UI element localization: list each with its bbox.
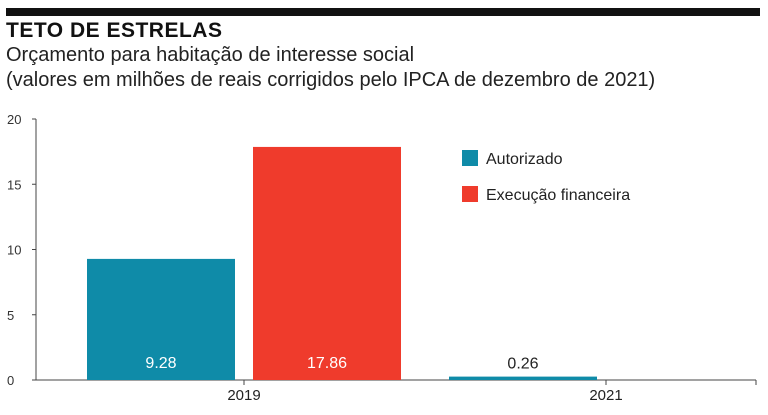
y-tick-label-5: 5 (7, 308, 14, 323)
chart-subtitle-line1: Orçamento para habitação de interesse so… (6, 44, 415, 66)
bar-2019-autorizado (87, 258, 235, 380)
data-label-2021-autorizado: 0.26 (507, 356, 538, 373)
legend-swatch-autorizado (462, 150, 478, 166)
y-tick-label-15: 15 (7, 177, 21, 192)
x-tick-label-2019: 2019 (227, 387, 260, 404)
data-label-2019-execu-o-financeira: 17.86 (307, 355, 347, 372)
bar-2021-autorizado (449, 376, 597, 380)
y-tick-label-0: 0 (7, 373, 14, 388)
chart-subtitle-line2: (valores em milhões de reais corrigidos … (6, 69, 656, 91)
legend-label-execu-o-financeira: Execução financeira (486, 187, 630, 204)
chart-title: TETO DE ESTRELAS (6, 19, 223, 42)
legend-label-autorizado: Autorizado (486, 151, 563, 168)
legend-swatch-execu-o-financeira (462, 186, 478, 202)
y-tick-label-20: 20 (7, 112, 21, 127)
bar-2019-execu-o-financeira (253, 146, 401, 380)
top-rule (6, 8, 760, 16)
x-tick-label-2021: 2021 (589, 387, 622, 404)
data-label-2019-autorizado: 9.28 (145, 355, 176, 372)
y-tick-label-10: 10 (7, 243, 21, 258)
